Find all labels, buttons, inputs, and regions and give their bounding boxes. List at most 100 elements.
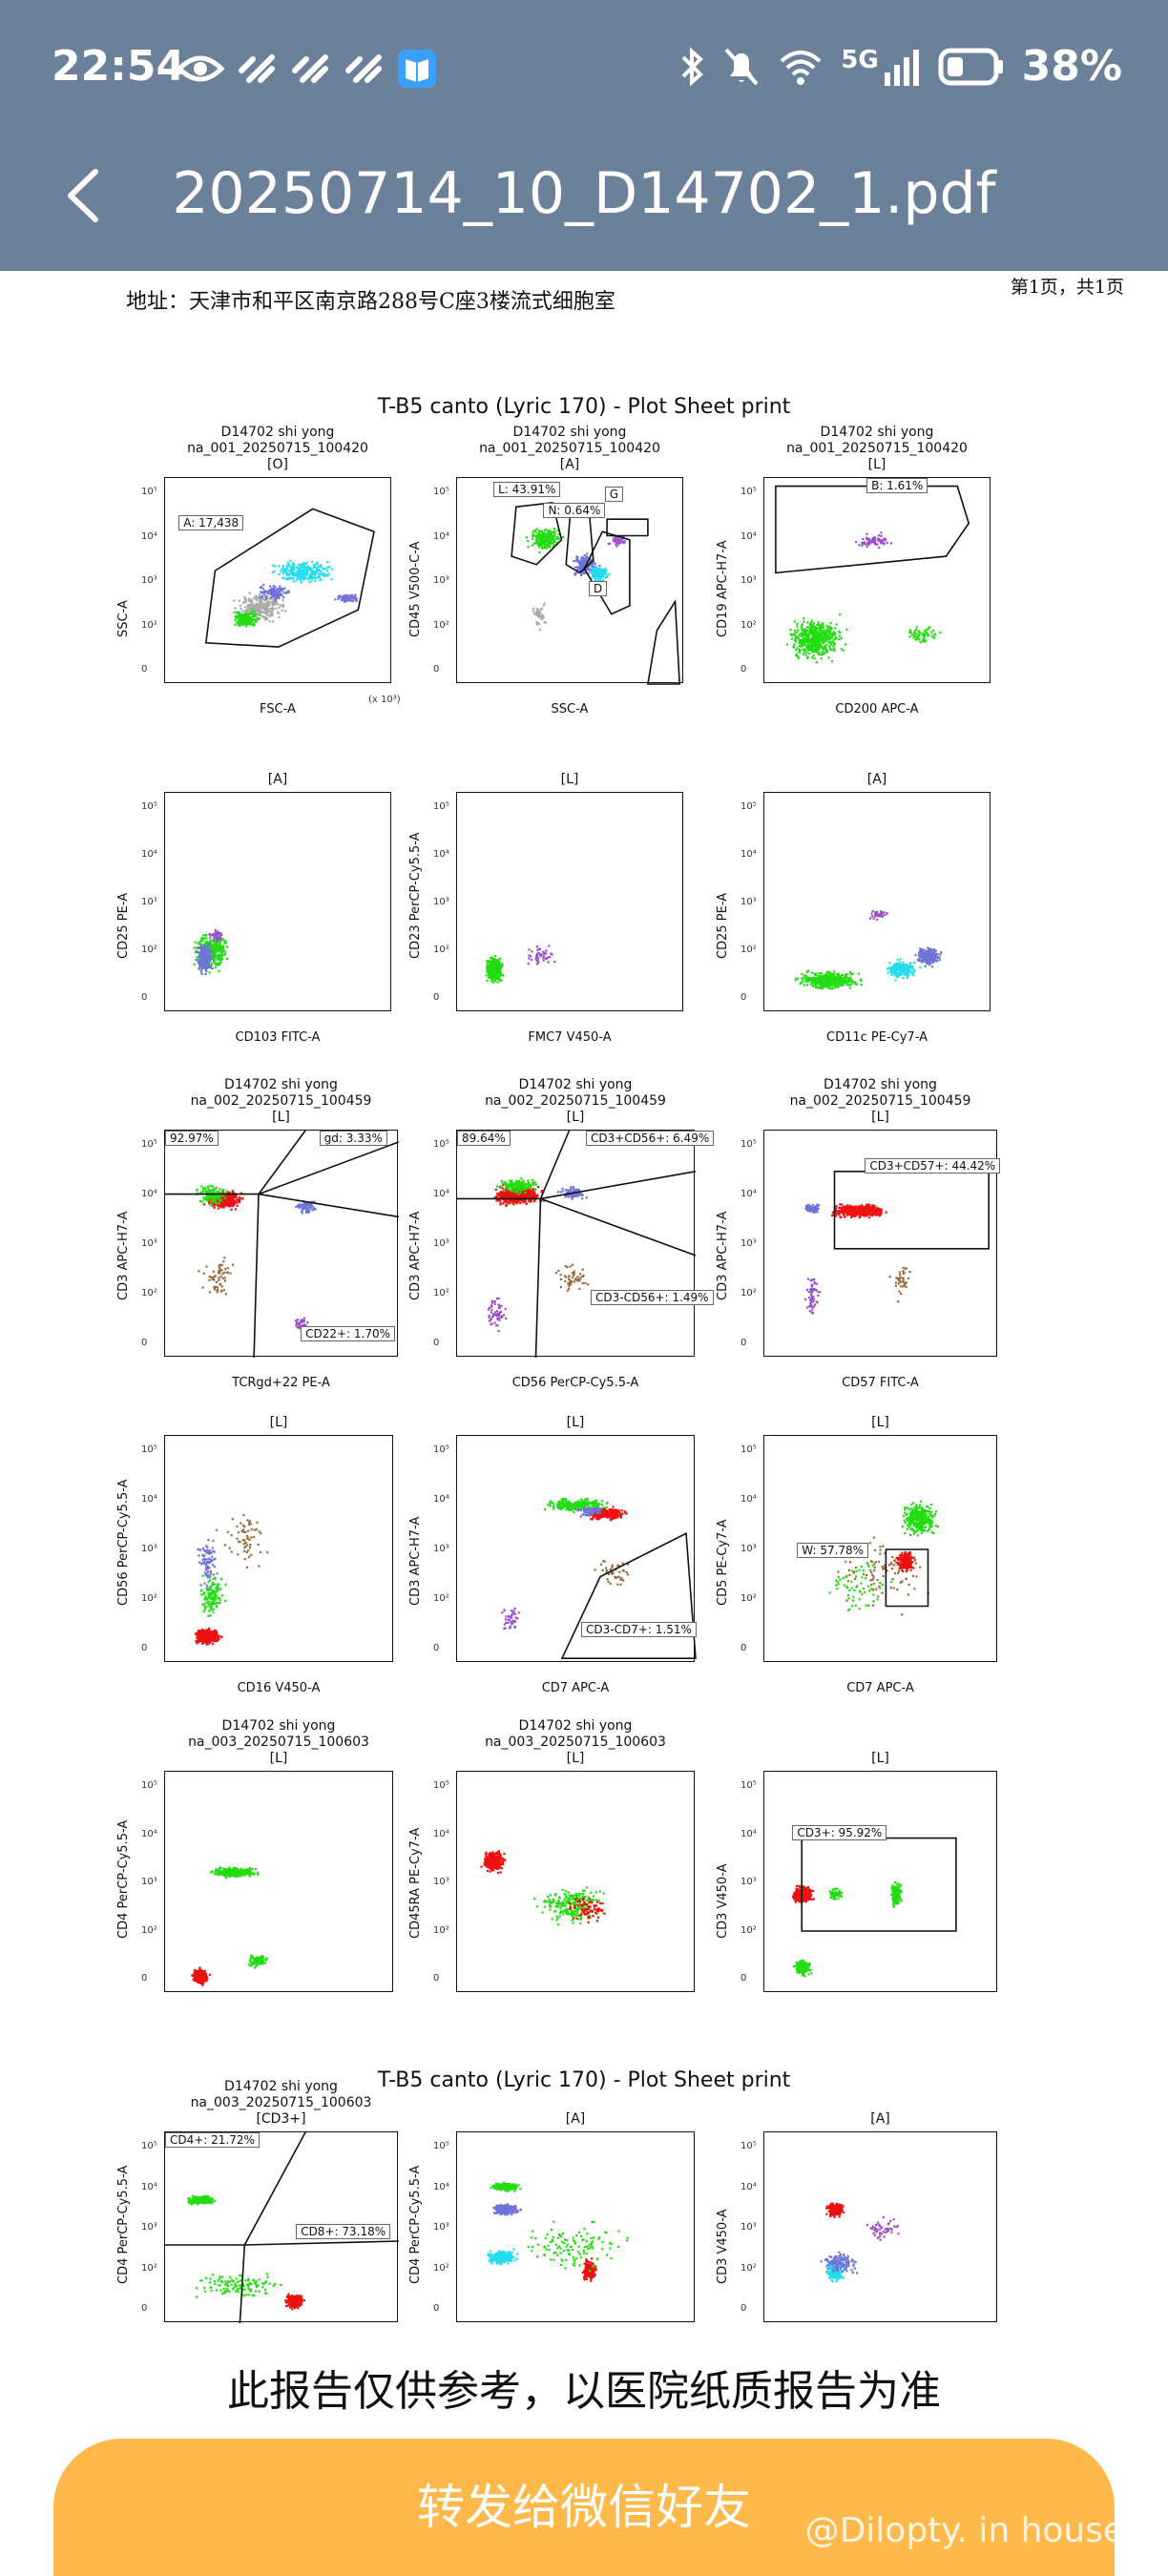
event-dot <box>203 941 207 944</box>
event-dot <box>493 975 496 978</box>
event-dot <box>491 978 494 981</box>
event-dot <box>289 566 292 569</box>
event-dot <box>820 636 823 640</box>
pdf-viewer[interactable]: 地址：天津市和平区南京路288号C座3楼流式细胞室 第1页，共1页 T-B5 c… <box>0 271 1168 2332</box>
event-dot <box>915 626 918 629</box>
event-dot <box>274 591 277 593</box>
event-dot <box>594 575 596 578</box>
event-dot <box>314 1208 317 1211</box>
event-dot <box>872 917 875 920</box>
event-dot <box>205 1196 208 1199</box>
event-dot <box>822 626 824 629</box>
event-dot <box>839 613 842 616</box>
status-time: 22:54 <box>52 42 186 91</box>
event-dot <box>794 640 797 643</box>
event-dot <box>801 624 803 628</box>
event-dot <box>591 564 594 567</box>
event-dot <box>815 636 818 639</box>
y-axis-label: CD3 APC-H7-A <box>116 1211 131 1300</box>
event-dot <box>573 560 575 563</box>
event-dot <box>218 962 220 965</box>
event-dot <box>220 958 223 961</box>
event-dot <box>850 980 853 983</box>
event-dot <box>291 573 294 576</box>
event-dot <box>899 961 902 964</box>
plot-header: [A] <box>735 772 1019 788</box>
event-dot <box>201 1286 204 1289</box>
event-dot <box>823 985 825 988</box>
event-dot <box>287 578 290 581</box>
event-dot <box>323 575 326 578</box>
event-dot <box>902 964 906 966</box>
event-dot <box>841 979 844 983</box>
event-dot <box>272 595 275 598</box>
event-dot <box>203 965 206 967</box>
y-tick-label: 10² <box>433 619 449 631</box>
event-dot <box>210 956 213 959</box>
event-dot <box>548 530 552 532</box>
event-dot <box>215 1201 218 1205</box>
event-dot <box>259 606 261 609</box>
y-tick-label: 10⁵ <box>141 801 157 812</box>
event-dot <box>205 947 208 951</box>
event-dot <box>307 577 310 580</box>
event-dot <box>226 1197 229 1200</box>
gate-outline <box>606 518 649 537</box>
event-dot <box>827 625 830 628</box>
event-dot <box>205 1192 208 1195</box>
event-dot <box>802 648 804 651</box>
y-tick-label: 10³ <box>141 1238 157 1249</box>
event-dot <box>217 1196 219 1199</box>
event-dot <box>216 1286 219 1289</box>
event-dot <box>223 942 226 945</box>
event-dot <box>837 972 840 975</box>
event-dot <box>211 1204 214 1207</box>
event-dot <box>579 568 582 571</box>
event-dot <box>880 911 883 914</box>
event-dot <box>544 534 547 537</box>
event-dot <box>819 645 822 648</box>
event-dot <box>817 632 820 634</box>
event-dot <box>822 636 824 639</box>
y-tick-label: 10² <box>141 1288 157 1298</box>
event-dot <box>810 979 813 982</box>
event-dot <box>292 580 295 583</box>
event-dot <box>883 911 886 914</box>
event-dot <box>826 977 830 980</box>
event-dot <box>540 540 543 543</box>
event-dot <box>835 983 838 986</box>
event-dot <box>840 984 843 987</box>
event-dot <box>894 967 897 970</box>
back-arrow-icon[interactable] <box>57 162 115 229</box>
event-dot <box>297 1322 300 1325</box>
event-dot <box>218 1272 220 1275</box>
event-dot <box>806 630 809 633</box>
event-dot <box>215 964 218 966</box>
event-dot <box>255 611 258 613</box>
system-icons: 5G 38% <box>680 42 1122 91</box>
x-axis-label: CD200 APC-A <box>835 702 919 717</box>
event-dot <box>810 636 813 639</box>
event-dot <box>213 1188 217 1191</box>
event-dot <box>198 956 200 960</box>
event-dot <box>294 574 297 577</box>
event-dot <box>198 966 201 969</box>
event-dot <box>495 972 498 975</box>
event-dot <box>231 1190 235 1193</box>
event-dot <box>220 937 223 941</box>
event-dot <box>824 635 827 638</box>
event-dot <box>225 1196 228 1199</box>
event-dot <box>830 987 833 990</box>
event-dot <box>895 970 898 974</box>
event-dot <box>259 594 261 598</box>
event-dot <box>285 565 288 568</box>
event-dot <box>301 1212 303 1215</box>
event-dot <box>240 1197 243 1200</box>
event-dot <box>615 545 618 548</box>
event-dot <box>577 561 580 564</box>
event-dot <box>538 544 541 547</box>
event-dot <box>794 649 798 652</box>
event-dot <box>928 950 931 953</box>
event-dot <box>805 646 808 649</box>
event-dot <box>914 634 917 637</box>
